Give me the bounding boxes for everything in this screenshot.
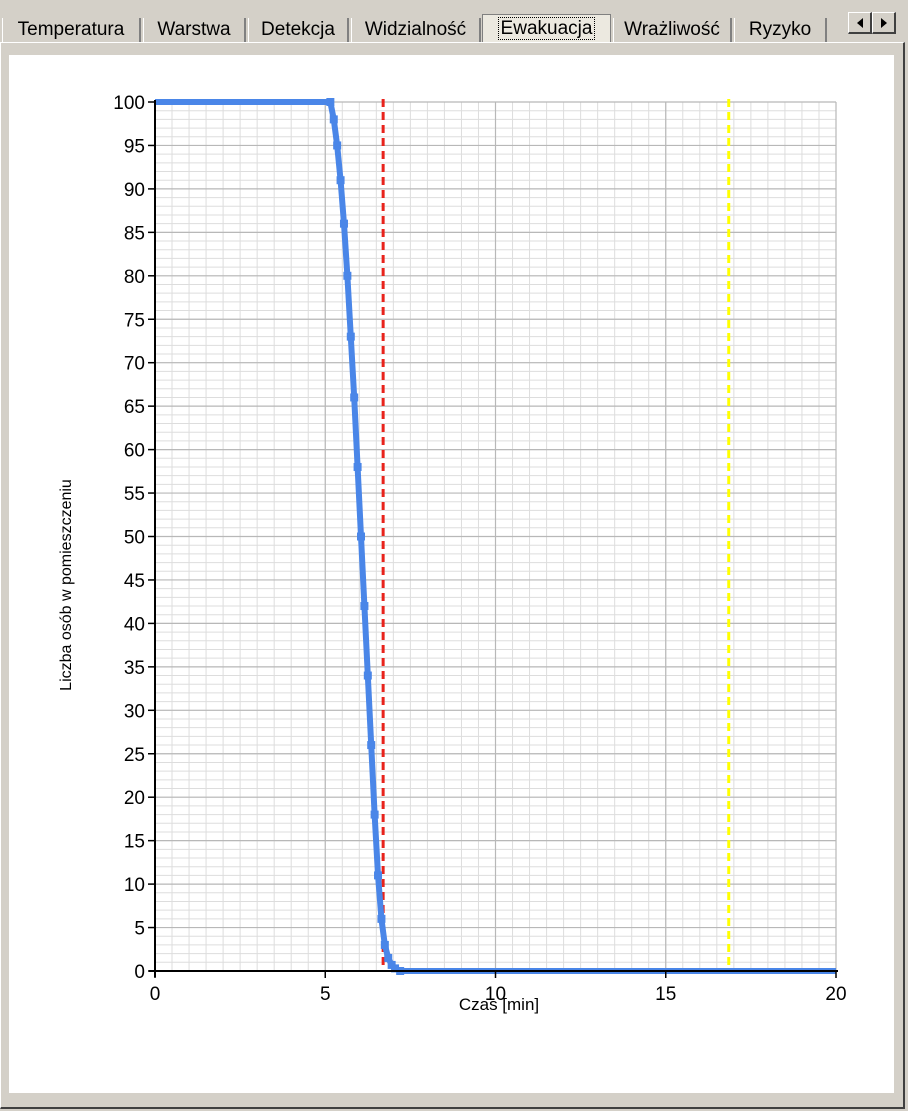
y-tick-label: 0 [134,962,145,983]
x-tick-label: 10 [485,984,506,1005]
data-point [374,871,383,880]
data-point [377,914,386,923]
tab-detekcja[interactable]: Detekcja [248,18,349,42]
tab-label: Temperatura [17,19,125,40]
tab-label: Widzialność [364,19,467,40]
tab-temperatura[interactable]: Temperatura [2,18,141,42]
major-gridlines [154,101,837,972]
data-point [343,271,352,280]
tab-label: Wrażliwość [624,19,720,40]
tab-scroll-left-button[interactable] [848,12,872,34]
tab-strip: Temperatura Warstwa Detekcja Widzialność… [0,0,908,44]
tab-warstwa[interactable]: Warstwa [143,18,246,42]
y-tick-label: 45 [124,571,145,592]
y-tick-label: 70 [124,354,145,375]
y-tick-label: 85 [124,223,145,244]
y-tick-label: 5 [134,919,145,940]
y-tick-label: 100 [113,93,145,114]
y-tick-label: 30 [124,701,145,722]
data-series [155,98,836,975]
data-point [350,393,359,402]
data-point [333,141,342,150]
arrow-right-icon [880,17,887,28]
tab-widzialnosc[interactable]: Widzialność [351,18,481,42]
y-tick-label: 25 [124,745,145,766]
data-point [326,98,335,106]
evacuation-chart: 0510152025303540455055606570758085909510… [58,93,847,1014]
y-tick-label: 40 [124,614,145,635]
x-tick-label: 20 [825,984,846,1005]
data-point [367,741,376,750]
tab-wrazliwosc[interactable]: Wrażliwość [613,18,732,42]
y-axis-title: Liczba osób w pomieszczeniu [58,479,75,691]
tab-ewakuacja[interactable]: Ewakuacja [482,14,611,44]
data-point [329,115,338,124]
x-tick-label: 15 [655,984,676,1005]
tab-label: Ryzyko [748,19,812,40]
x-tick-label: 5 [320,984,331,1005]
data-point [380,940,389,949]
tab-label: Warstwa [157,19,231,40]
y-tick-label: 20 [124,788,145,809]
tab-panel: 0 5 10 15 20 25 30 35 40 45 50 55 60 65 70 75 80 85 90 95 10… [0,42,905,1109]
tab-label: Detekcja [261,19,335,40]
data-point [336,176,345,185]
data-point [370,810,379,819]
y-tick-label: 15 [124,832,145,853]
tab-label: Ewakuacja [497,17,596,40]
axes [149,100,838,977]
y-tick-label: 75 [124,310,145,331]
x-tick-labels: 0 5 10 15 20 [150,971,847,1005]
chart-area: 0 5 10 15 20 25 30 35 40 45 50 55 60 65 70 75 80 85 90 95 10… [9,55,894,1093]
data-point [391,964,400,973]
tab-scroll-right-button[interactable] [872,12,896,34]
data-point [357,532,366,541]
y-tick-label: 50 [124,528,145,549]
data-point [339,219,348,228]
y-tick-label: 95 [124,136,145,157]
y-tick-label: 90 [124,180,145,201]
x-axis-title: Czas [min] [459,995,539,1014]
y-tick-label: 65 [124,397,145,418]
y-tick-label: 35 [124,658,145,679]
data-point [363,671,372,680]
y-tick-labels: 0 5 10 15 20 25 30 35 40 45 50 55 60 65 70 75 80 85 90 95 10… [113,93,155,983]
data-point [346,332,355,341]
data-point [353,462,362,471]
y-tick-label: 60 [124,441,145,462]
data-point [384,953,393,962]
y-tick-label: 10 [124,875,145,896]
x-tick-label: 0 [150,984,161,1005]
reference-lines [381,99,731,971]
tab-ryzyko[interactable]: Ryzyko [734,18,827,42]
y-tick-label: 55 [124,484,145,505]
data-point [360,602,369,611]
arrow-left-icon [856,17,863,28]
y-tick-label: 80 [124,267,145,288]
